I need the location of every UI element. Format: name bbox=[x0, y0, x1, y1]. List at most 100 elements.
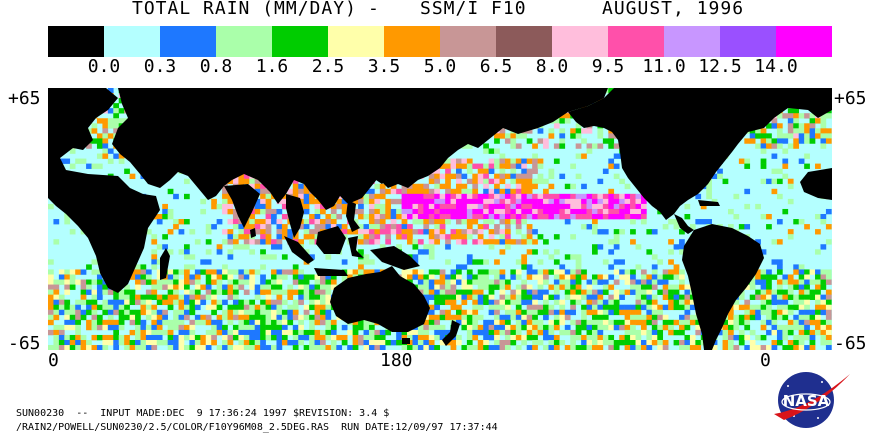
rain-cell bbox=[526, 224, 533, 230]
rain-cell bbox=[211, 198, 217, 205]
rain-cell bbox=[456, 304, 462, 311]
rain-cell bbox=[461, 309, 468, 316]
rain-cell bbox=[526, 138, 533, 144]
rain-cell bbox=[570, 163, 576, 169]
rain-cell bbox=[526, 319, 533, 326]
rain-cell bbox=[151, 254, 158, 260]
rain-cell bbox=[733, 214, 740, 220]
rain-cell bbox=[744, 188, 751, 195]
rain-cell bbox=[592, 299, 598, 306]
rain-cell bbox=[162, 284, 168, 290]
rain-cell bbox=[412, 340, 419, 346]
rain-cell bbox=[205, 345, 212, 350]
rain-cell bbox=[586, 193, 593, 200]
rain-cell bbox=[602, 229, 609, 235]
rain-cell bbox=[151, 319, 158, 326]
rain-cell bbox=[222, 324, 228, 331]
rain-cell bbox=[243, 319, 250, 326]
rain-cell bbox=[211, 224, 217, 230]
rain-cell bbox=[483, 324, 489, 331]
rain-cell bbox=[809, 289, 816, 295]
rain-cell bbox=[608, 249, 615, 255]
rain-cell bbox=[53, 219, 60, 225]
rain-cell bbox=[559, 279, 566, 285]
rain-cell bbox=[515, 208, 522, 215]
rain-cell bbox=[825, 309, 832, 316]
rain-cell bbox=[260, 193, 266, 200]
rain-cell bbox=[499, 294, 506, 300]
rain-cell bbox=[428, 334, 435, 341]
rain-cell bbox=[156, 334, 163, 341]
rain-cell bbox=[80, 334, 87, 341]
rain-cell bbox=[184, 309, 190, 316]
rain-cell bbox=[668, 294, 674, 300]
rain-cell bbox=[553, 334, 560, 341]
rain-cell bbox=[145, 324, 152, 331]
rain-cell bbox=[760, 269, 767, 275]
rain-cell bbox=[75, 279, 81, 285]
rain-cell bbox=[613, 309, 620, 316]
rain-cell bbox=[526, 329, 533, 336]
rain-cell bbox=[445, 244, 451, 250]
rain-cell bbox=[129, 340, 136, 346]
rain-cell bbox=[341, 198, 348, 205]
rain-cell bbox=[368, 219, 375, 225]
rain-cell bbox=[58, 269, 65, 275]
rain-cell bbox=[271, 284, 277, 290]
rain-cell bbox=[477, 173, 484, 180]
rain-cell bbox=[477, 314, 484, 321]
rain-cell bbox=[602, 279, 609, 285]
rain-cell bbox=[107, 148, 114, 154]
rain-cell bbox=[472, 345, 479, 350]
rain-cell bbox=[760, 324, 767, 331]
rain-cell bbox=[401, 219, 408, 225]
rain-cell bbox=[292, 299, 299, 306]
rain-cell bbox=[456, 173, 462, 180]
rain-cell bbox=[124, 168, 130, 174]
rain-cell bbox=[825, 299, 832, 306]
rain-cell bbox=[548, 208, 555, 215]
rain-cell bbox=[793, 294, 800, 300]
rain-cell bbox=[640, 319, 647, 326]
rain-cell bbox=[798, 294, 805, 300]
rain-cell bbox=[771, 188, 778, 195]
rain-cell bbox=[428, 203, 435, 210]
rain-cell bbox=[668, 219, 674, 225]
rain-cell bbox=[488, 208, 495, 215]
rain-cell bbox=[80, 284, 87, 290]
rain-cell bbox=[760, 334, 767, 341]
rain-cell bbox=[227, 289, 234, 295]
rain-cell bbox=[368, 198, 375, 205]
rain-cell bbox=[309, 274, 315, 280]
rain-cell bbox=[450, 203, 457, 210]
rain-cell bbox=[825, 329, 832, 336]
rain-cell bbox=[412, 269, 419, 275]
rain-cell bbox=[238, 304, 245, 311]
rain-cell bbox=[145, 309, 152, 316]
rain-cell bbox=[434, 198, 440, 205]
rain-cell bbox=[189, 289, 196, 295]
rain-cell bbox=[53, 340, 60, 346]
rain-cell bbox=[173, 314, 179, 321]
rain-cell bbox=[173, 299, 179, 306]
rain-cell bbox=[592, 319, 598, 326]
rain-cell bbox=[624, 334, 631, 341]
rain-cell bbox=[238, 173, 245, 180]
lat-label-bottom-left: -65 bbox=[8, 333, 41, 354]
rain-cell bbox=[782, 163, 789, 169]
rain-cell bbox=[417, 193, 424, 200]
rain-cell bbox=[825, 319, 832, 326]
rain-cell bbox=[776, 304, 783, 311]
rain-cell bbox=[396, 334, 402, 341]
rain-cell bbox=[232, 214, 239, 220]
rain-cell bbox=[428, 319, 435, 326]
rain-cell bbox=[673, 274, 680, 280]
rain-cell bbox=[145, 345, 152, 350]
rain-cell bbox=[646, 279, 653, 285]
rain-cell bbox=[254, 340, 261, 346]
rain-cell bbox=[504, 203, 511, 210]
rain-cell bbox=[260, 299, 266, 306]
rain-cell bbox=[477, 198, 484, 205]
rain-cell bbox=[630, 239, 636, 245]
rain-cell bbox=[586, 329, 593, 336]
